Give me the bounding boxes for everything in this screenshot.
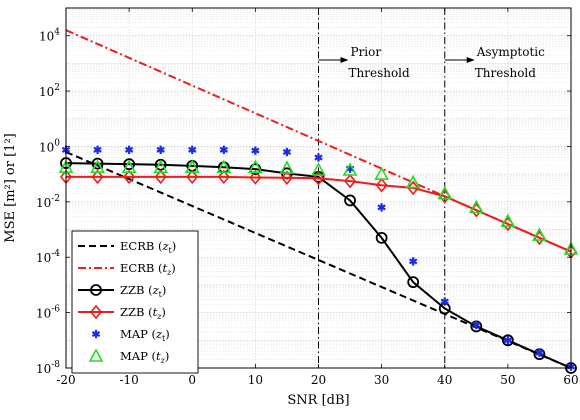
marker-triangle: [248, 159, 263, 174]
threshold-label-line2: Threshold: [475, 66, 537, 80]
legend-item: ZZB (tz): [78, 304, 166, 321]
marker-asterisk: [219, 145, 228, 154]
series-5: [58, 159, 579, 255]
y-tick-label: 10-6: [36, 305, 60, 321]
legend-item: ECRB (tz): [78, 261, 176, 277]
threshold-label-line1: Asymptotic: [476, 45, 545, 59]
marker-triangle: [121, 159, 137, 174]
marker-diamond: [89, 304, 103, 320]
marker-diamond: [280, 170, 293, 186]
marker-circle: [375, 231, 388, 244]
marker-circle: [344, 194, 356, 207]
y-tick-label: 10-2: [36, 194, 60, 210]
marker-circle: [123, 158, 136, 171]
marker-asterisk: [156, 145, 165, 154]
x-tick-label: 30: [374, 373, 389, 387]
y-tick-label: 102: [39, 83, 60, 99]
marker-diamond: [123, 169, 136, 185]
marker-triangle: [184, 159, 200, 174]
y-ticks: 104 102 100 10-2 10-4 10-6 10-8: [36, 28, 571, 376]
marker-triangle: [468, 199, 484, 214]
threshold-label-line2: Threshold: [349, 66, 411, 80]
y-tick-label: 10-4: [36, 249, 60, 265]
legend-label: ECRB (tz): [120, 261, 176, 277]
marker-asterisk: [314, 153, 323, 162]
marker-triangle: [374, 166, 389, 180]
x-tick-label: 60: [563, 373, 578, 387]
marker-diamond: [344, 173, 357, 189]
marker-asterisk: [503, 336, 513, 345]
marker-diamond: [186, 169, 199, 185]
marker-diamond: [217, 169, 230, 185]
marker-asterisk: [535, 348, 544, 357]
marker-triangle: [90, 159, 105, 174]
series-4: [61, 145, 576, 371]
marker-diamond: [407, 180, 420, 196]
marker-triangle: [532, 227, 547, 241]
marker-circle: [90, 284, 102, 296]
series-line: [66, 175, 572, 253]
series-line: [65, 162, 572, 369]
marker-asterisk: [188, 145, 197, 154]
marker-diamond: [249, 170, 262, 185]
marker-asterisk: [93, 145, 102, 154]
marker-circle: [501, 334, 514, 347]
threshold-arrow-head: [340, 57, 349, 63]
marker-asterisk: [91, 329, 101, 339]
marker-triangle: [279, 160, 295, 174]
legend-item: ECRB (zt): [78, 239, 176, 255]
marker-asterisk: [472, 320, 481, 330]
marker-diamond: [91, 169, 104, 185]
marker-circle: [91, 157, 104, 170]
x-tick-label: 50: [500, 373, 515, 387]
x-tick-label: -20: [56, 373, 75, 387]
x-axis-label: SNR [dB]: [287, 393, 349, 408]
marker-triangle: [216, 159, 232, 174]
marker-asterisk: [282, 147, 292, 157]
legend-item: MAP (tz): [88, 348, 169, 365]
x-ticks: -20 -10 0 10 20 30 40 50 60: [56, 8, 579, 387]
legend-label: ZZB (zt): [120, 283, 166, 299]
y-tick-label: 100: [39, 138, 60, 154]
legend: ECRB (zt) ECRB (tz) ZZB (zt) ZZB (tz) MAP (z…: [71, 230, 199, 374]
series-layer: [58, 29, 579, 374]
marker-triangle: [342, 162, 358, 176]
marker-asterisk: [440, 297, 449, 306]
marker-triangle: [88, 348, 104, 362]
marker-triangle: [437, 185, 453, 200]
legend-label: MAP (tz): [120, 349, 169, 365]
legend-item: MAP (zt): [91, 327, 170, 343]
marker-asterisk: [409, 257, 418, 266]
threshold-label-line1: Prior: [351, 45, 382, 59]
legend-box: [71, 230, 199, 374]
y-axis-label: MSE [m²] or [1²]: [3, 133, 18, 242]
y-tick-label: 104: [39, 28, 60, 44]
marker-triangle: [311, 162, 326, 176]
legend-label: MAP (zt): [120, 327, 170, 343]
marker-asterisk: [251, 146, 260, 155]
x-tick-label: 40: [437, 373, 452, 387]
legend-label: ECRB (zt): [120, 239, 176, 255]
x-tick-label: 20: [311, 373, 326, 387]
marker-diamond: [312, 171, 325, 186]
x-tick-label: -10: [119, 373, 138, 387]
marker-diamond: [375, 177, 388, 193]
legend-label: ZZB (tz): [120, 305, 166, 321]
marker-circle: [407, 276, 420, 289]
threshold-arrow-head: [466, 57, 475, 63]
y-tick-label: 10-8: [36, 360, 60, 376]
marker-diamond: [154, 169, 167, 185]
marker-asterisk: [124, 145, 134, 154]
legend-item: ZZB (zt): [78, 283, 166, 299]
marker-triangle: [405, 174, 421, 189]
marker-triangle: [153, 159, 169, 174]
marker-triangle: [500, 213, 516, 228]
x-tick-label: 10: [248, 373, 263, 387]
x-tick-label: 0: [188, 373, 196, 387]
marker-asterisk: [377, 203, 386, 212]
